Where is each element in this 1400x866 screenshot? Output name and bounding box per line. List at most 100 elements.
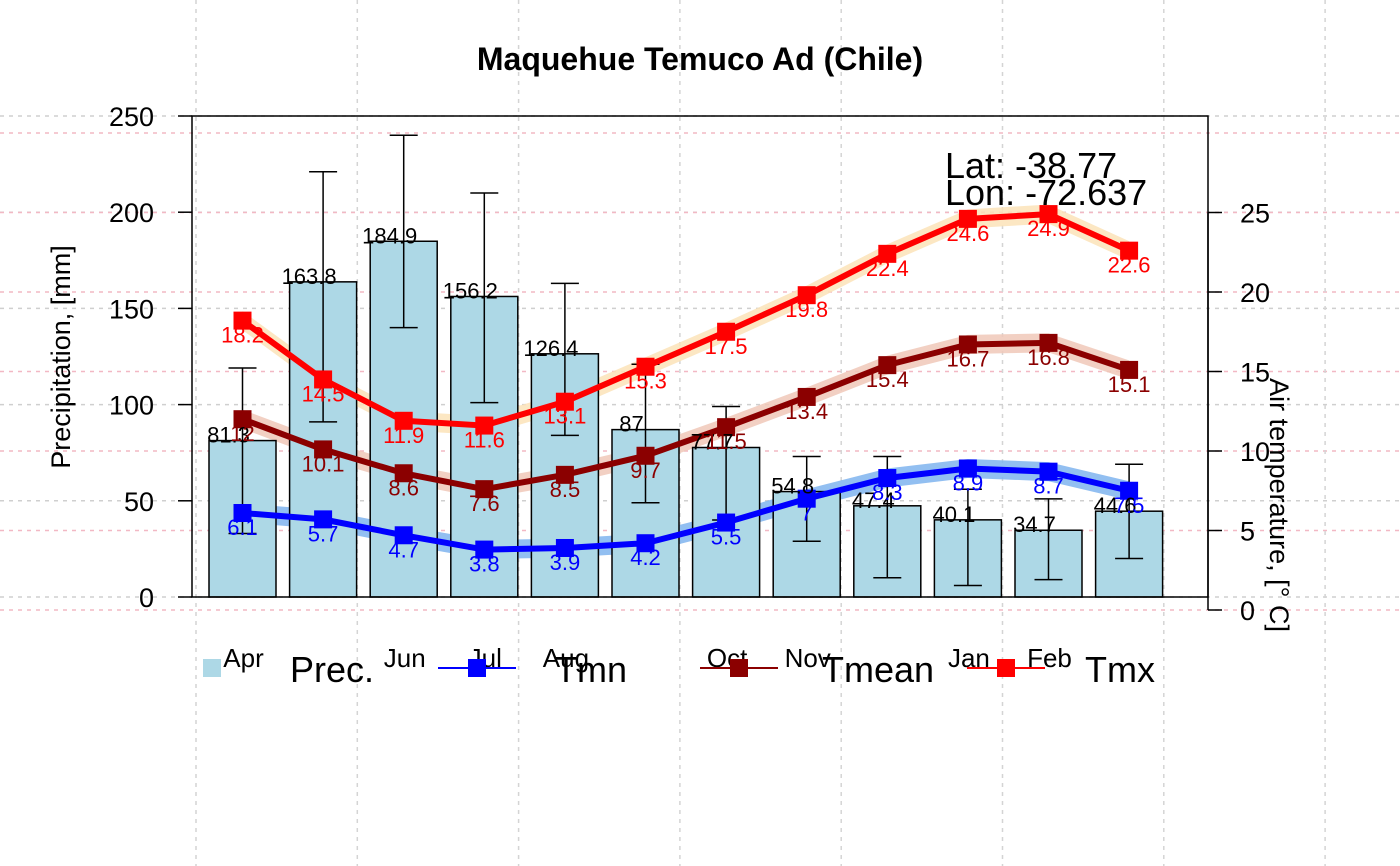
point-tmn	[475, 540, 494, 559]
precip-value-label: 44.6	[1094, 493, 1137, 518]
y2-tick-label: 0	[1240, 596, 1255, 626]
value-label-tmean: 7.6	[469, 491, 500, 516]
precip-value-label: 81.3	[207, 423, 250, 448]
precip-value-label: 40.1	[932, 502, 975, 527]
value-label-tmean: 15.4	[866, 367, 909, 392]
y-axis-label: Precipitation, [mm]	[46, 245, 76, 469]
y-tick-label: 200	[109, 198, 154, 228]
value-label-tmx: 19.8	[785, 297, 828, 322]
temperature-lines	[233, 205, 1139, 559]
value-label-tmean: 11.5	[706, 429, 747, 454]
point-tmx	[475, 416, 494, 435]
point-tmean	[233, 410, 252, 429]
y2-tick-label: 25	[1240, 199, 1270, 229]
value-label-tmx: 15.3	[624, 369, 667, 394]
line-tmn	[242, 465, 1130, 553]
legend-label-prec: Prec.	[290, 649, 374, 690]
precip-value-label: 126.4	[523, 336, 578, 361]
point-tmean	[636, 446, 655, 465]
band-tmn	[242, 458, 1130, 560]
value-label-tmx: 11.9	[383, 423, 424, 448]
legend-key-tmean	[730, 659, 748, 677]
point-tmean	[1120, 360, 1139, 379]
value-label-tmn: 6.1	[227, 515, 258, 540]
point-tmx	[1120, 241, 1139, 260]
value-label-tmx: 22.6	[1108, 253, 1151, 278]
value-label-tmn: 5.7	[308, 521, 339, 546]
point-tmean	[797, 387, 816, 406]
precip-value-label: 184.9	[362, 223, 417, 248]
chart-title: Maquehue Temuco Ad (Chile)	[477, 41, 923, 77]
value-label-tmn: 8.9	[953, 470, 984, 495]
value-label-tmean: 15.1	[1108, 372, 1151, 397]
point-tmean	[314, 440, 333, 459]
value-label-tmn: 7.5	[1114, 493, 1145, 518]
precip-value-label: 54.8	[771, 474, 814, 499]
value-label-tmx: 17.5	[705, 334, 748, 359]
value-label-tmean: 12	[230, 421, 254, 446]
y-tick-label: 100	[109, 391, 154, 421]
value-label-tmean: 8.5	[550, 477, 581, 502]
month-label: Jun	[384, 643, 426, 673]
precip-value-label: 77.7	[691, 430, 734, 455]
value-label-tmx: 18.2	[221, 323, 264, 348]
point-tmx	[233, 311, 252, 330]
value-label-tmx: 22.4	[866, 256, 909, 281]
value-label-tmn: 7	[801, 501, 813, 526]
y2-axis-label: Air temperature, [° C]	[1264, 378, 1294, 632]
precip-value-label: 87	[619, 412, 643, 437]
legend-label-tmean: Tmean	[822, 649, 934, 690]
point-tmn	[394, 526, 413, 545]
value-label-tmean: 13.4	[785, 399, 828, 424]
point-tmn	[878, 469, 897, 488]
month-label: Nov	[785, 643, 831, 673]
value-label-tmx: 14.5	[302, 381, 345, 406]
y-tick-label: 50	[124, 487, 154, 517]
point-tmean	[475, 480, 494, 499]
point-tmx	[717, 322, 736, 341]
point-tmean	[394, 464, 413, 483]
month-label: Aug	[543, 643, 589, 673]
lon-label: Lon: -72.637	[945, 172, 1147, 213]
value-label-tmn: 8.3	[872, 480, 903, 505]
legend-key-tmn	[468, 659, 486, 677]
value-label-tmn: 3.9	[550, 550, 581, 575]
legend-label-tmn: Tmn	[555, 649, 627, 690]
value-label-tmx: 24.9	[1027, 216, 1070, 241]
point-tmn	[233, 504, 252, 523]
point-tmn	[1120, 481, 1139, 500]
point-tmx	[797, 286, 816, 305]
precip-value-label: 163.8	[282, 264, 337, 289]
value-label-tmean: 8.6	[388, 475, 419, 500]
y2-tick-label: 15	[1240, 358, 1270, 388]
line-tmean	[241, 339, 1131, 493]
y2-tick-label: 20	[1240, 278, 1270, 308]
month-label: Apr	[223, 643, 264, 673]
value-label-tmean: 16.7	[946, 346, 989, 371]
value-label-tmx: 24.6	[946, 221, 989, 246]
point-tmean	[878, 356, 897, 375]
y2-tick-label: 5	[1240, 517, 1255, 547]
value-label-tmn: 5.5	[711, 525, 742, 550]
axes: 0 50 100 150 200 250 0 5 10 15 20 25	[109, 102, 1270, 626]
value-label-tmx: 11.6	[464, 428, 505, 453]
legend-label-tmx: Tmx	[1085, 649, 1155, 690]
precip-value-label: 47.4	[852, 488, 895, 513]
point-tmean	[958, 335, 977, 354]
point-tmn	[1039, 462, 1058, 481]
lat-label: Lat: -38.77	[945, 145, 1117, 186]
value-label-tmean: 9.7	[630, 458, 661, 483]
point-tmn	[797, 489, 816, 508]
point-tmx	[394, 411, 413, 430]
value-label-tmx: 13.1	[543, 404, 586, 429]
point-tmn	[958, 459, 977, 478]
precip-value-label: 156.2	[443, 278, 498, 303]
point-tmean	[1039, 333, 1058, 352]
y2-tick-label: 10	[1240, 437, 1270, 467]
y-tick-label: 250	[109, 102, 154, 132]
precipitation-bars	[208, 240, 1164, 598]
point-tmx	[958, 209, 977, 228]
value-label-tmean: 16.8	[1027, 345, 1070, 370]
